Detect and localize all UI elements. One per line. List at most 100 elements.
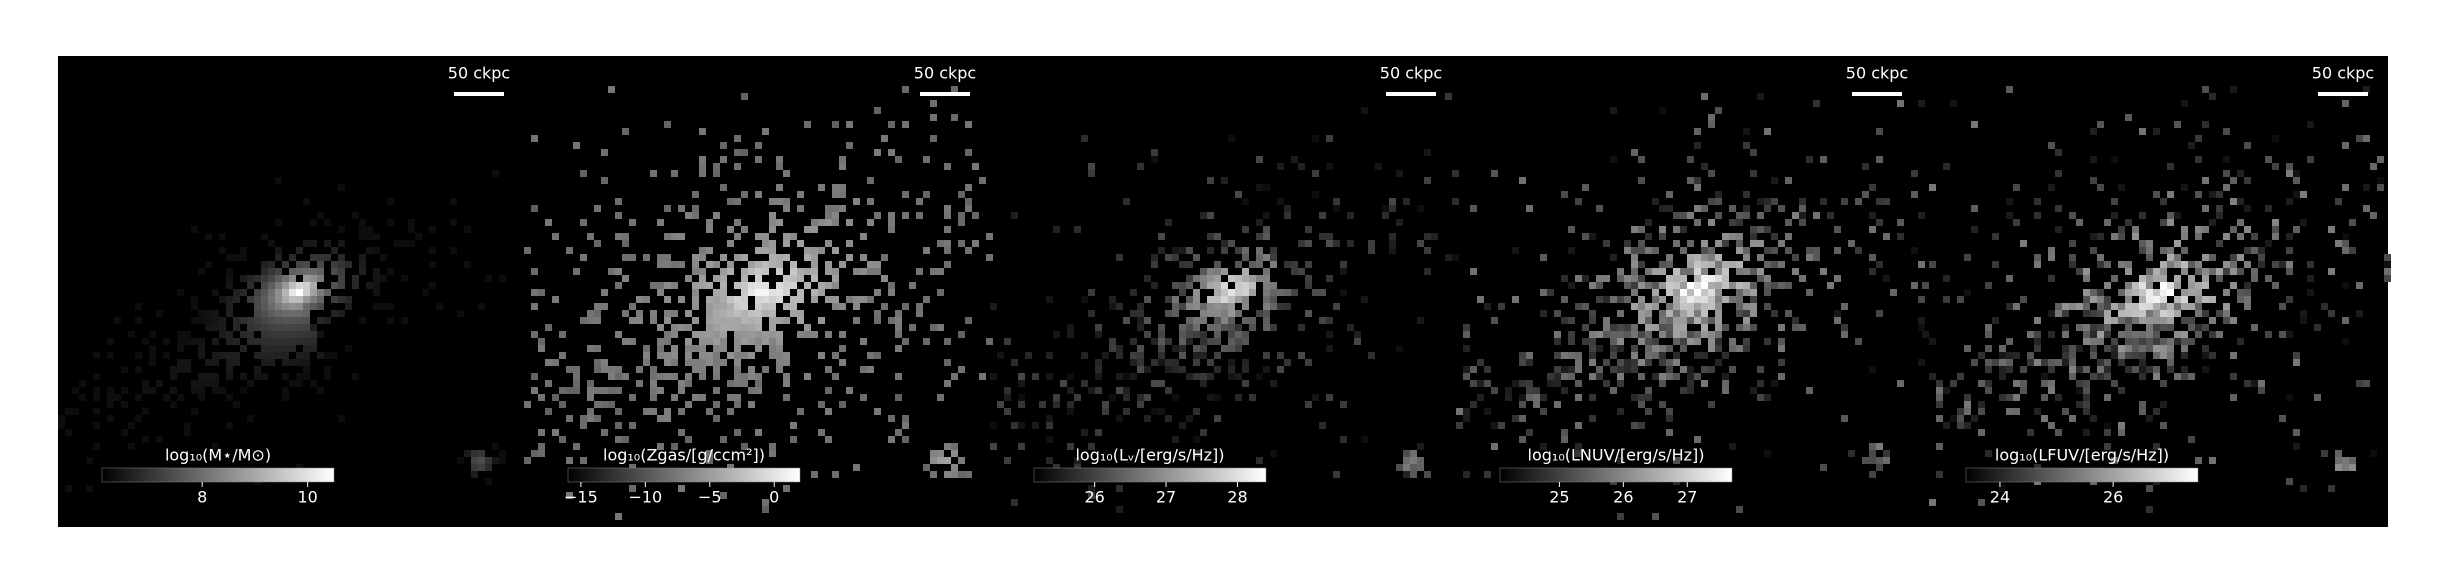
pixel	[608, 268, 615, 275]
pixel	[226, 352, 233, 359]
pixel	[1694, 373, 1701, 380]
pixel	[1631, 247, 1638, 254]
pixel	[338, 261, 345, 268]
pixel	[1305, 261, 1312, 268]
colorbar	[1965, 467, 2199, 483]
pixel	[135, 394, 142, 401]
pixel	[2139, 282, 2146, 289]
pixel	[2048, 275, 2055, 282]
pixel	[2062, 408, 2069, 415]
pixel	[1862, 191, 1869, 198]
pixel	[1347, 324, 1354, 331]
pixel	[944, 212, 951, 219]
pixel	[762, 282, 769, 289]
pixel	[1228, 324, 1235, 331]
pixel	[1589, 317, 1596, 324]
pixel	[769, 240, 776, 247]
pixel	[135, 317, 142, 324]
pixel	[149, 359, 156, 366]
pixel	[2013, 408, 2020, 415]
pixel	[2244, 303, 2251, 310]
pixel	[2034, 198, 2041, 205]
pixel	[2034, 464, 2041, 471]
pixel	[1158, 352, 1165, 359]
pixel	[2048, 184, 2055, 191]
pixel	[1617, 380, 1624, 387]
pixel	[1207, 394, 1214, 401]
pixel	[1526, 387, 1533, 394]
pixel	[1347, 240, 1354, 247]
pixel	[289, 303, 296, 310]
pixel	[2356, 135, 2363, 142]
pixel	[573, 268, 580, 275]
pixel	[1410, 457, 1417, 464]
pixel	[2097, 261, 2104, 268]
pixel	[163, 394, 170, 401]
pixel	[1638, 373, 1645, 380]
pixel	[303, 296, 310, 303]
pixel	[1088, 289, 1095, 296]
pixel	[776, 198, 783, 205]
pixel	[1680, 331, 1687, 338]
pixel	[2076, 345, 2083, 352]
pixel	[1666, 261, 1673, 268]
pixel	[331, 310, 338, 317]
pixel	[296, 296, 303, 303]
pixel	[2286, 170, 2293, 177]
pixel	[2181, 184, 2188, 191]
pixel	[727, 296, 734, 303]
pixel	[1610, 338, 1617, 345]
pixel	[1512, 380, 1519, 387]
pixel	[1743, 345, 1750, 352]
pixel	[2104, 317, 2111, 324]
pixel	[2307, 156, 2314, 163]
pixel	[944, 338, 951, 345]
colorbar-label: log₁₀(M⋆/M⊙)	[165, 446, 271, 465]
pixel	[1673, 359, 1680, 366]
pixel	[2181, 366, 2188, 373]
pixel	[755, 282, 762, 289]
pixel	[1778, 345, 1785, 352]
pixel	[1498, 422, 1505, 429]
pixel	[839, 156, 846, 163]
pixel	[2069, 415, 2076, 422]
pixel	[149, 387, 156, 394]
pixel	[1687, 254, 1694, 261]
pixel	[776, 366, 783, 373]
pixel	[895, 345, 902, 352]
pixel	[1410, 471, 1417, 478]
pixel	[464, 261, 471, 268]
pixel	[769, 212, 776, 219]
pixel	[1347, 212, 1354, 219]
pixel	[811, 471, 818, 478]
pixel	[1333, 198, 1340, 205]
pixel	[706, 261, 713, 268]
pixel	[1764, 450, 1771, 457]
pixel	[2167, 254, 2174, 261]
pixel	[2013, 352, 2020, 359]
pixel	[2244, 177, 2251, 184]
pixel	[636, 296, 643, 303]
pixel	[1715, 282, 1722, 289]
pixel	[727, 394, 734, 401]
pixel	[170, 366, 177, 373]
pixel	[951, 464, 958, 471]
pixel	[2097, 303, 2104, 310]
pixel	[2104, 331, 2111, 338]
pixel	[2216, 240, 2223, 247]
pixel	[1186, 317, 1193, 324]
pixel	[2041, 415, 2048, 422]
pixel	[1834, 226, 1841, 233]
pixel	[219, 352, 226, 359]
pixel	[678, 387, 685, 394]
pixel	[1631, 422, 1638, 429]
pixel	[2300, 485, 2307, 492]
pixel	[1596, 275, 1603, 282]
pixel	[2181, 226, 2188, 233]
pixel	[1631, 324, 1638, 331]
pixel	[205, 373, 212, 380]
pixel	[594, 317, 601, 324]
pixel	[1799, 212, 1806, 219]
pixel	[1708, 338, 1715, 345]
pixel	[1165, 219, 1172, 226]
